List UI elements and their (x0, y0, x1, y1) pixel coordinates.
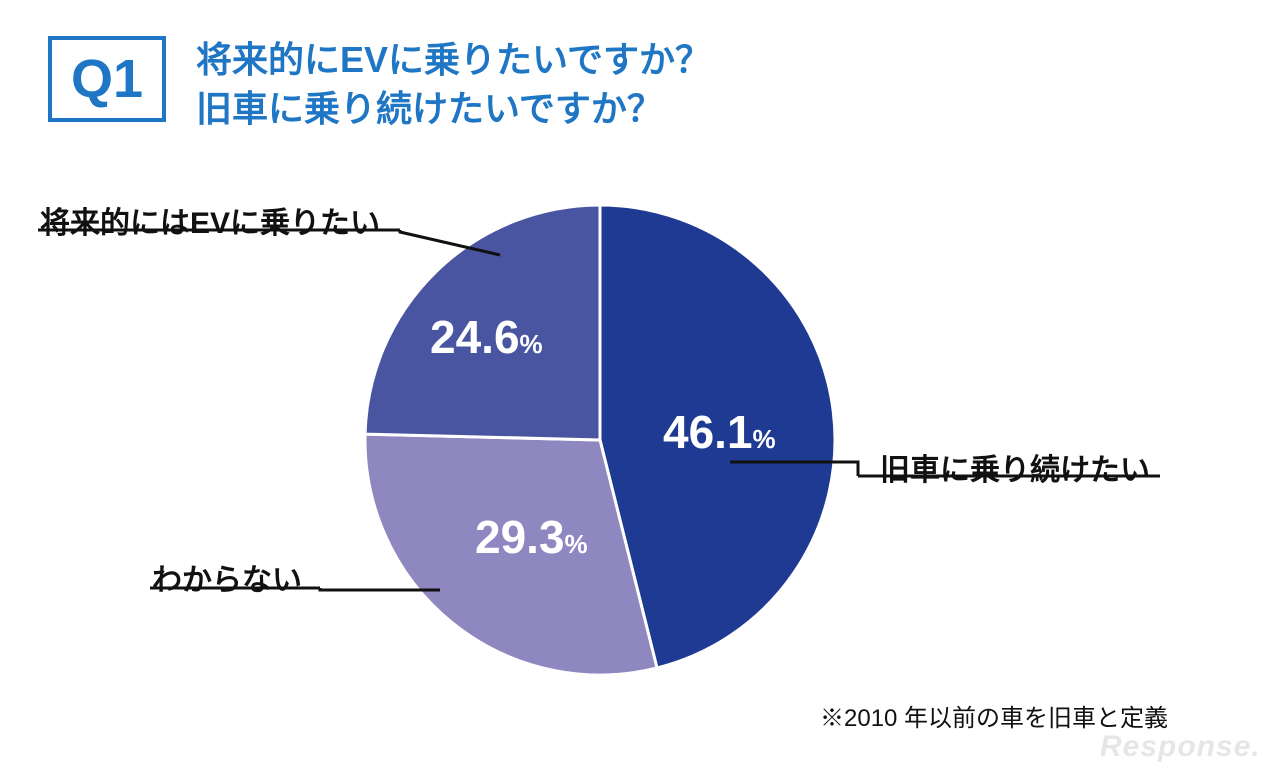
percent-unit-1: % (565, 529, 588, 559)
segment-label-1: わからない (152, 555, 302, 599)
percent-value-2: 24.6 (430, 311, 520, 363)
percent-value-0: 46.1 (663, 406, 753, 458)
percent-label-1: 29.3% (475, 510, 588, 564)
percent-value-1: 29.3 (475, 511, 565, 563)
watermark: Response. (1100, 730, 1261, 764)
question-title: 将来的にEVに乗りたいですか？ 旧車に乗り続けたいですか？ (196, 36, 711, 133)
question-badge-text: Q1 (71, 48, 143, 110)
percent-label-0: 46.1% (663, 405, 776, 459)
percent-unit-2: % (520, 329, 543, 359)
percent-label-2: 24.6% (430, 310, 543, 364)
chart-canvas: { "badge": { "text": "Q1", "border_color… (0, 0, 1280, 768)
question-badge: Q1 (48, 36, 166, 122)
percent-unit-0: % (753, 424, 776, 454)
segment-label-0: 旧車に乗り続けたい (880, 445, 1150, 489)
footnote: ※2010 年以前の車を旧車と定義 (820, 698, 1168, 733)
segment-label-2: 将来的にはEVに乗りたい (40, 198, 380, 242)
